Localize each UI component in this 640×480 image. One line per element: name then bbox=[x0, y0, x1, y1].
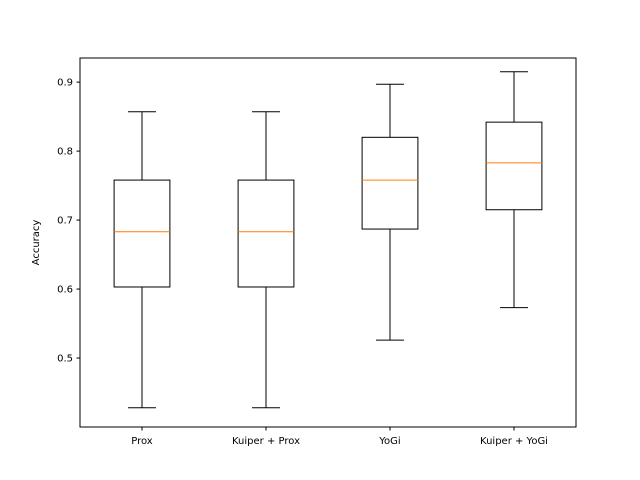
x-tick-label: Prox bbox=[131, 436, 153, 447]
iqr-box bbox=[237, 179, 295, 288]
box-3 bbox=[361, 83, 419, 341]
y-tick-label: 0.9 bbox=[57, 78, 73, 89]
y-tick-label: 0.8 bbox=[57, 147, 73, 158]
boxes-group bbox=[113, 71, 543, 409]
box-1 bbox=[113, 111, 171, 409]
iqr-box bbox=[361, 136, 419, 230]
x-tick-label: YoGi bbox=[378, 436, 400, 447]
y-tick-label: 0.5 bbox=[57, 354, 73, 365]
box-4 bbox=[485, 71, 543, 309]
x-tick-label: Kuiper + YoGi bbox=[480, 436, 548, 447]
x-axis-ticks: Prox Kuiper + Prox YoGi Kuiper + YoGi bbox=[131, 427, 548, 447]
box-2 bbox=[237, 111, 295, 409]
x-tick-label: Kuiper + Prox bbox=[232, 436, 300, 447]
iqr-box bbox=[113, 179, 171, 288]
iqr-box bbox=[485, 121, 543, 211]
y-axis-label: Accuracy bbox=[31, 220, 42, 266]
y-tick-label: 0.6 bbox=[57, 285, 73, 296]
y-axis-ticks: 0.5 0.6 0.7 0.8 0.9 bbox=[57, 78, 80, 365]
y-tick-label: 0.7 bbox=[57, 216, 73, 227]
axes-frame bbox=[79, 57, 577, 428]
plot-area: 0.5 0.6 0.7 0.8 0.9 Prox Kuiper + Prox YoGi Kui… bbox=[57, 57, 577, 447]
